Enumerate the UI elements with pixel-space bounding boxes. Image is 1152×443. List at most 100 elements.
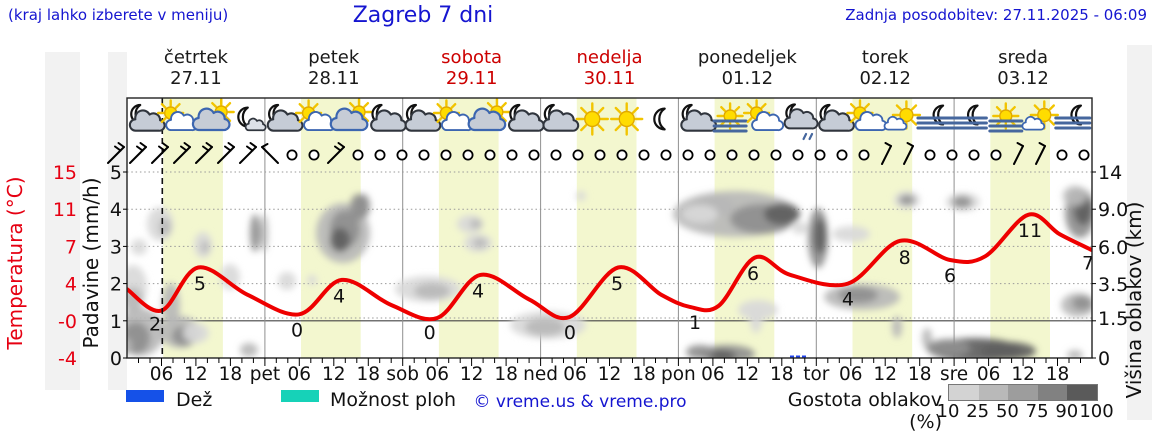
svg-text:6: 6 — [944, 265, 956, 287]
colorbar-segment — [1008, 385, 1038, 400]
wind-calm-icon — [682, 149, 694, 161]
credit-link[interactable]: © vreme.us & vreme.pro — [473, 392, 687, 412]
wind-barb-icon — [327, 142, 345, 164]
svg-text:3.5: 3.5 — [1098, 274, 1128, 296]
svg-text:06: 06 — [150, 364, 174, 385]
day-name: torek — [861, 47, 909, 68]
day-date: 30.11 — [583, 68, 636, 89]
weather-icon-moon-cloud — [507, 103, 545, 132]
svg-text:11: 11 — [53, 199, 77, 221]
svg-text:0: 0 — [1098, 348, 1110, 370]
svg-text:06: 06 — [701, 364, 725, 385]
day-header-torek: torek 02.12 — [815, 47, 955, 89]
svg-text:14: 14 — [1098, 162, 1122, 184]
weather-icon-cloud-sun — [191, 98, 235, 132]
svg-text:9.0: 9.0 — [1098, 199, 1128, 221]
day-date: 02.12 — [859, 68, 911, 89]
fog-icon — [712, 119, 748, 133]
wind-calm-icon — [616, 149, 628, 161]
weather-icon-moon-cloud — [680, 103, 718, 132]
day-header-sreda: sreda 03.12 — [953, 47, 1093, 89]
wind-calm-icon — [638, 149, 650, 161]
drizzle-icon — [802, 132, 814, 141]
wind-calm-icon — [286, 149, 298, 161]
x-axis-labels: 06 12 18 pet 06 12 18 sob 06 12 18 ned 06 12 18 pon 06 12… — [150, 364, 1070, 385]
wind-calm-icon — [550, 149, 562, 161]
colorbar-segment — [978, 385, 1009, 400]
weather-icon-moon-cloud — [542, 103, 580, 132]
svg-text:18: 18 — [219, 364, 243, 385]
svg-text:06: 06 — [563, 364, 587, 385]
svg-text:12: 12 — [460, 364, 484, 385]
wind-barb-icon — [151, 142, 169, 164]
cloud-icon — [467, 107, 507, 132]
svg-text:2: 2 — [110, 274, 122, 296]
rain-legend-label: Dež — [176, 389, 213, 411]
left-margin-strip — [45, 52, 80, 390]
svg-text:15: 15 — [53, 162, 77, 184]
svg-text:sre: sre — [940, 364, 968, 385]
cloud-icon — [783, 108, 819, 130]
cloud-icon — [128, 109, 166, 132]
wind-calm-icon — [418, 149, 430, 161]
cloud-icon — [244, 117, 267, 132]
wind-calm-icon — [352, 149, 364, 161]
wind-barb-icon — [1013, 142, 1024, 165]
colorbar-segment — [1037, 385, 1068, 400]
wind-calm-icon — [660, 149, 672, 161]
wind-calm-icon — [968, 149, 980, 161]
wind-calm-icon — [484, 149, 496, 161]
wind-calm-icon — [836, 149, 848, 161]
weather-icon-sun-cloud — [846, 99, 888, 132]
svg-text:18: 18 — [357, 364, 381, 385]
colorbar-segment — [1067, 385, 1097, 400]
precipitation-axis-label: Padavine (mm/h) — [79, 177, 103, 348]
weather-icon-sun-cloud — [294, 99, 337, 132]
fog-icon — [916, 116, 954, 130]
svg-text:4: 4 — [842, 289, 854, 311]
wind-row — [107, 142, 1090, 165]
svg-text:-4: -4 — [58, 348, 77, 370]
weather-icon-fog-sun — [988, 102, 1024, 133]
moon-icon — [653, 107, 666, 131]
weather-icon-fog-sun — [712, 102, 748, 133]
wind-calm-icon — [308, 149, 320, 161]
wind-calm-icon — [506, 149, 518, 161]
svg-text:06: 06 — [425, 364, 449, 385]
wind-calm-icon — [770, 149, 782, 161]
wind-calm-icon — [814, 149, 826, 161]
day-name: sreda — [998, 47, 1049, 68]
day-header-nedelja: nedelja 30.11 — [540, 47, 680, 89]
weather-icon-sun-cloud — [742, 99, 785, 132]
svg-text:4: 4 — [472, 281, 484, 303]
svg-text:pet: pet — [250, 364, 280, 385]
svg-text:12: 12 — [873, 364, 897, 385]
day-header-sobota: sobota 29.11 — [402, 47, 542, 89]
weather-icon-moon-small-cloud — [237, 106, 267, 132]
temperature-curve — [127, 212, 1092, 322]
wind-barb-icon — [173, 142, 191, 164]
day-header-ponedeljek: ponedeljek 01.12 — [677, 47, 817, 89]
wind-calm-icon — [946, 149, 958, 161]
svg-text:12: 12 — [736, 364, 760, 385]
day-name: četrtek — [163, 47, 228, 68]
weather-icon-cloud-sun — [329, 98, 373, 132]
precipitation-axis-ticks: 5 4 3 2 1 0 — [110, 162, 122, 370]
weather-icon-cloud-sun — [467, 98, 511, 132]
weather-icons-row — [128, 98, 1092, 141]
weather-icon-sun — [575, 102, 609, 136]
day-name: nedelja — [576, 47, 643, 68]
wind-calm-icon — [440, 149, 452, 161]
cloud-icon — [751, 111, 785, 132]
wind-barb-icon — [1035, 142, 1046, 165]
svg-text:18: 18 — [1046, 364, 1070, 385]
weather-icon-sun-cloud — [432, 99, 474, 132]
wind-calm-icon — [594, 149, 606, 161]
fog-icon — [1054, 116, 1092, 130]
svg-text:0: 0 — [424, 322, 436, 344]
weather-icon-sun-cloud — [156, 99, 199, 132]
cloud-icon — [1021, 115, 1046, 131]
wind-barb-icon — [881, 142, 892, 165]
wind-calm-icon — [396, 149, 408, 161]
svg-text:sob: sob — [386, 364, 419, 385]
